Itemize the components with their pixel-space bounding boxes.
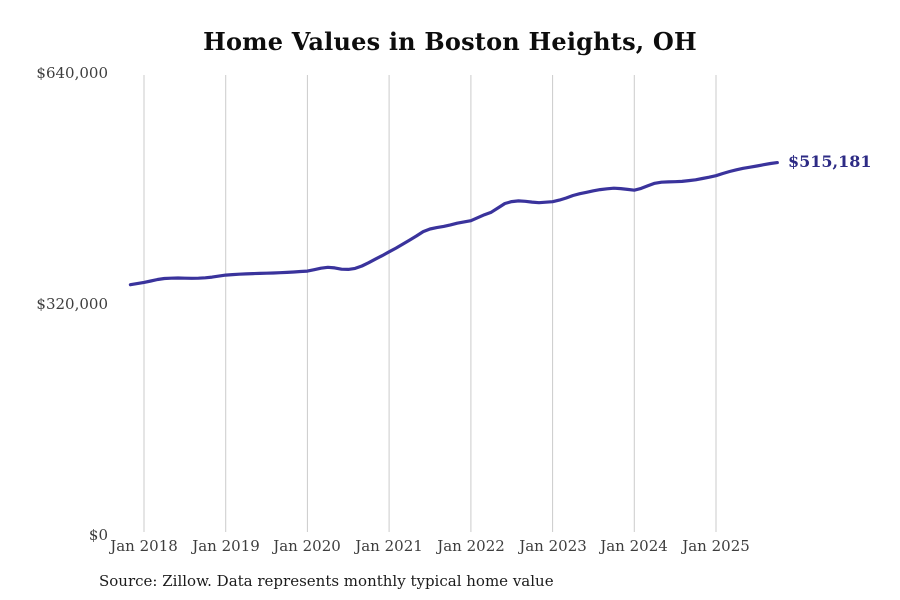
x-tick-label: Jan 2020 [273,537,341,555]
y-tick-label: $320,000 [36,295,108,313]
last-value-label: $515,181 [788,152,872,171]
x-tick-label: Jan 2024 [600,537,668,555]
y-tick-label: $0 [88,526,108,544]
home-value-line [128,161,779,287]
x-tick-label: Jan 2019 [192,537,260,555]
gridlines [143,75,717,532]
x-tick-label: Jan 2018 [110,537,178,555]
source-note: Source: Zillow. Data represents monthly … [99,572,554,590]
chart-title: Home Values in Boston Heights, OH [203,27,697,56]
x-tick-label: Jan 2025 [682,537,750,555]
x-tick-label: Jan 2021 [355,537,423,555]
x-tick-label: Jan 2022 [437,537,505,555]
x-tick-label: Jan 2023 [519,537,587,555]
y-tick-label: $640,000 [36,64,108,82]
